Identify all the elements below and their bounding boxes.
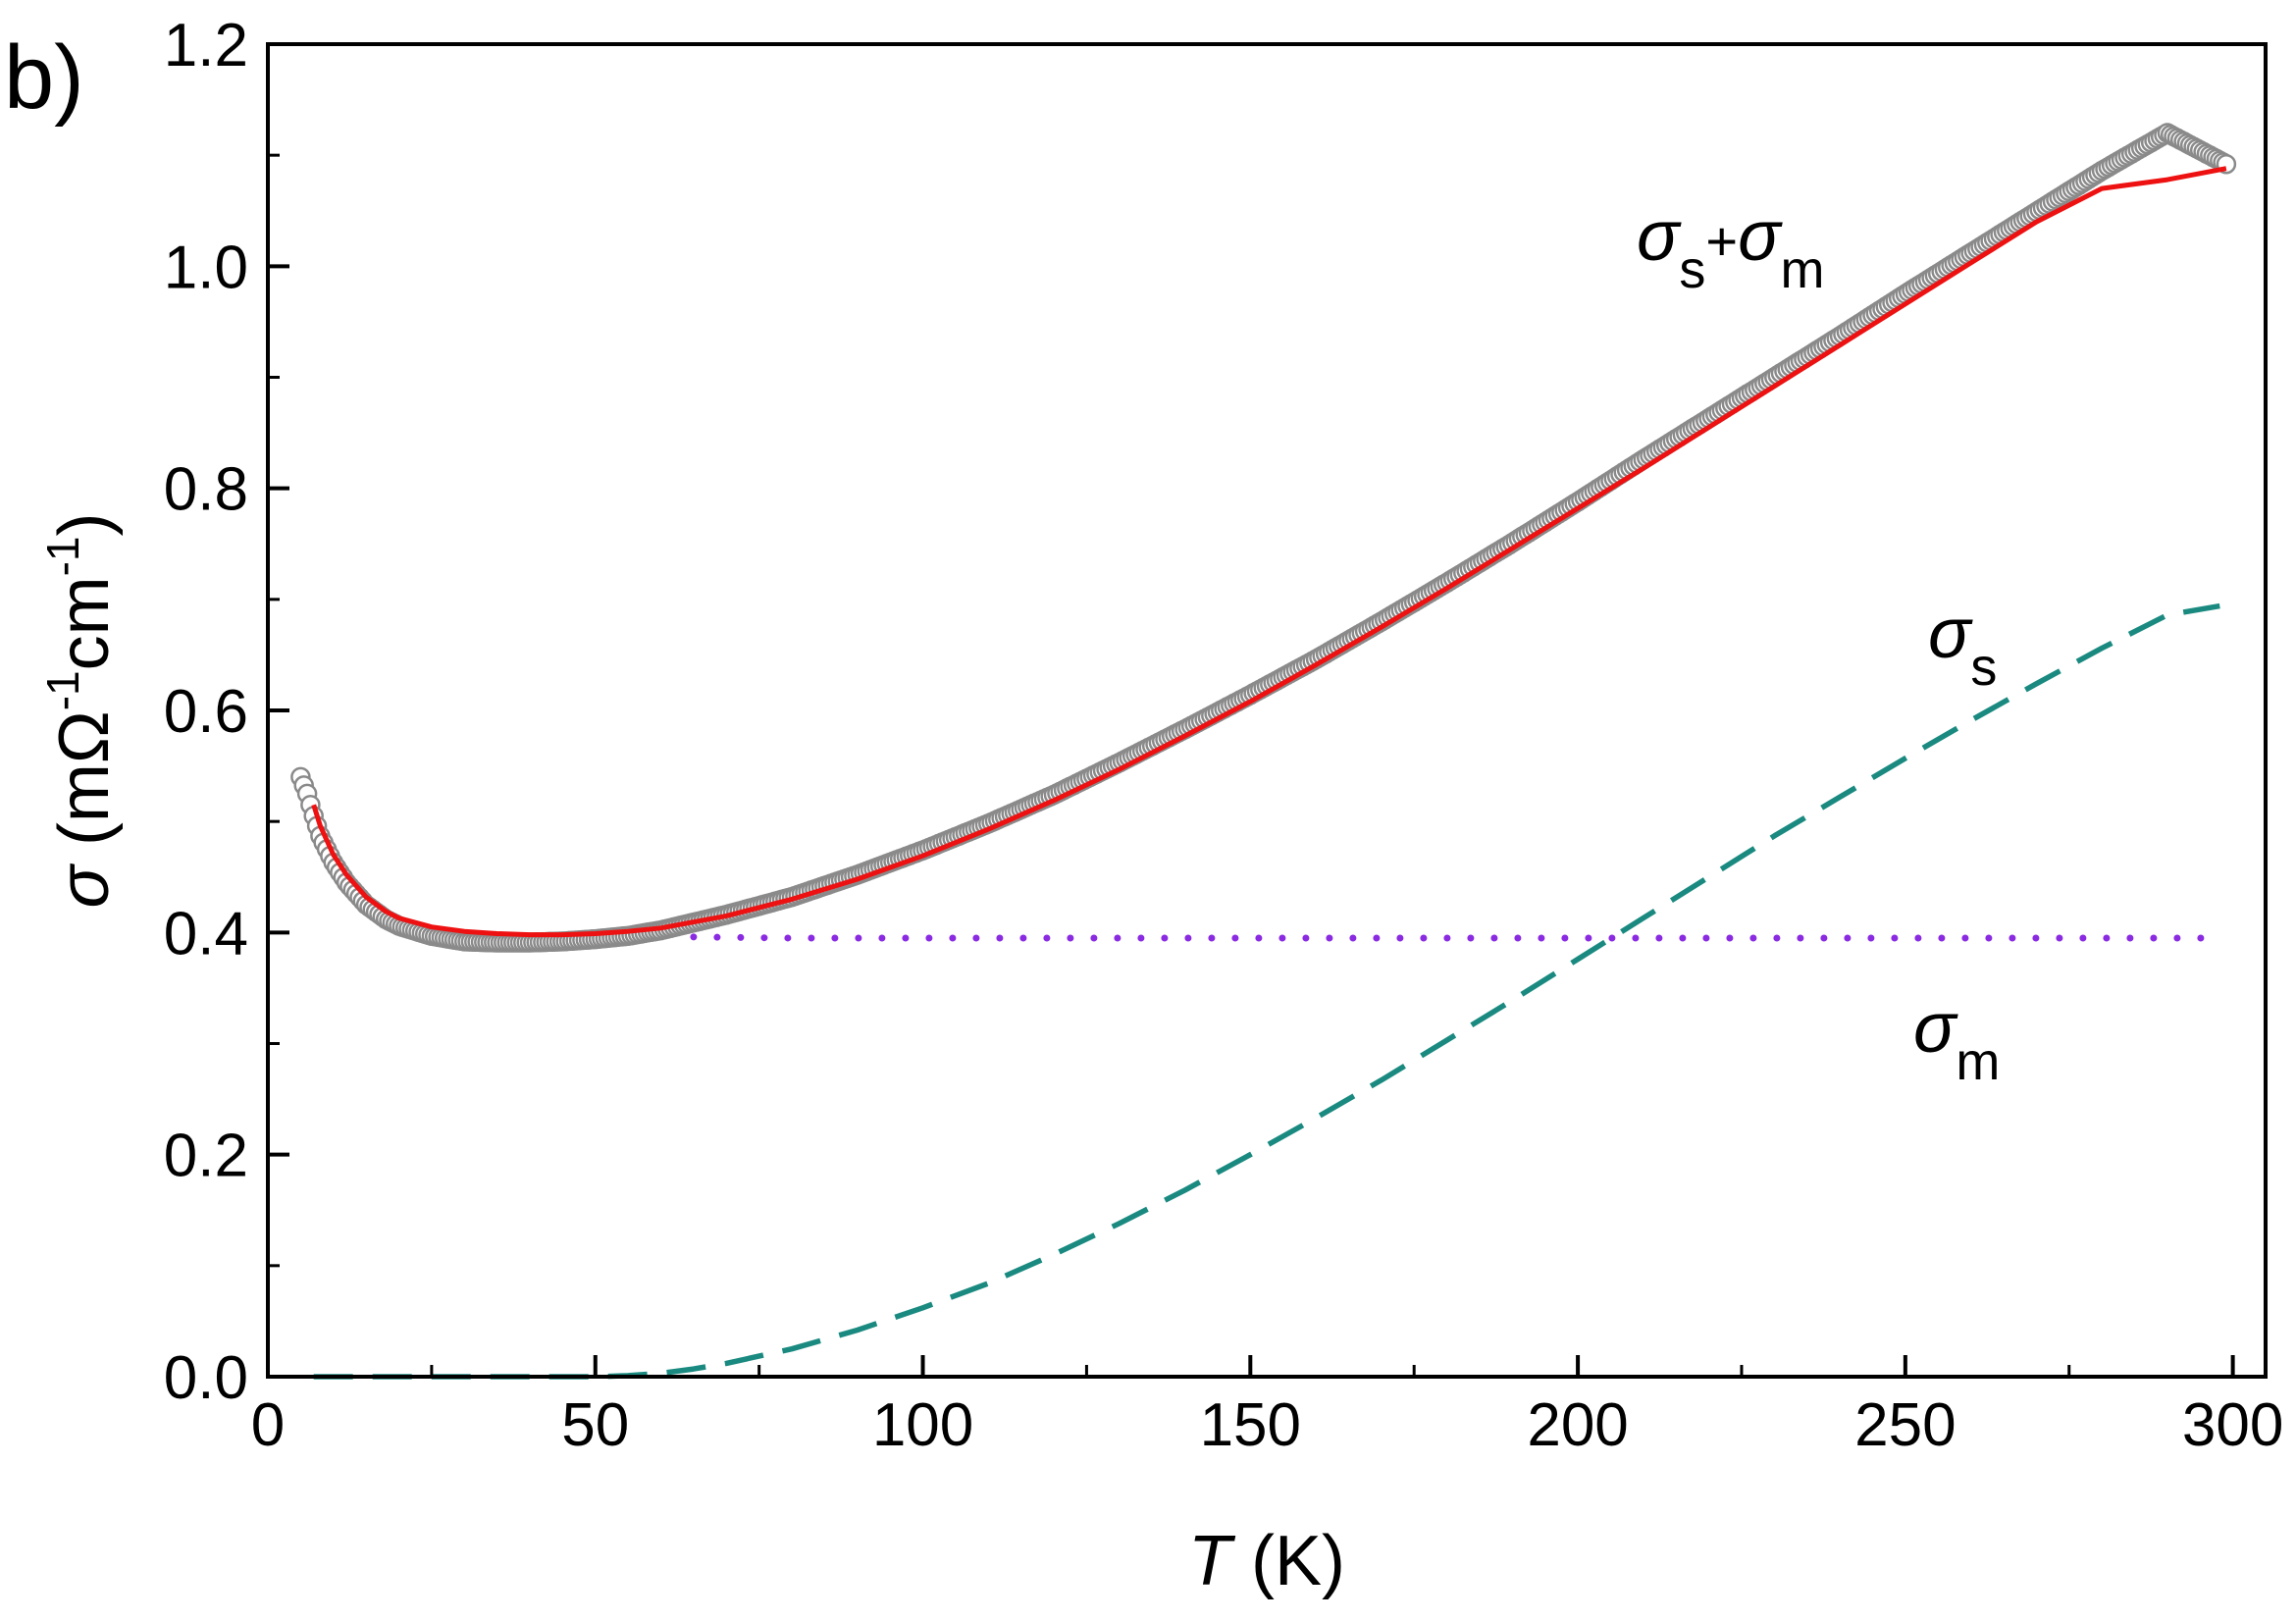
x-tick-label: 250 — [1854, 1391, 1956, 1459]
x-tick-label: 0 — [251, 1391, 285, 1459]
annotation-sum-sub-s: s — [1679, 240, 1705, 299]
annotation-s-sigma: σ — [1928, 595, 1973, 673]
y-axis-symbol: σ — [45, 863, 124, 908]
ticks-layer: 0 50 100 150 200 250 300 0.0 0.2 0.4 0.6 0.8 1.0 1.2 — [164, 12, 2284, 1459]
x-tick-label: 100 — [872, 1391, 973, 1459]
x-tick-label: 300 — [2182, 1391, 2283, 1459]
annotation-m-sub: m — [1956, 1032, 2000, 1091]
series-line--m — [690, 933, 2211, 942]
x-tick-label: 50 — [561, 1391, 629, 1459]
series-data-points — [290, 123, 2237, 953]
plot-frame — [266, 42, 2268, 1379]
y-axis-unit-mid: cm — [45, 576, 124, 670]
annotation-sum-plus: + — [1705, 210, 1738, 272]
annotation-s-sub: s — [1970, 638, 1997, 697]
x-tick-label: 200 — [1527, 1391, 1628, 1459]
y-axis-title: σ (mΩ-1cm-1) — [37, 513, 124, 909]
y-axis-sup1: -1 — [37, 670, 88, 710]
y-tick-label: 1.0 — [164, 234, 248, 301]
y-tick-label: 0.6 — [164, 678, 248, 746]
y-tick-label: 1.2 — [164, 12, 248, 79]
y-tick-label: 0.0 — [164, 1344, 248, 1412]
annotation-sum: σs+σm — [1637, 197, 1825, 299]
x-axis-title: T (K) — [1188, 1522, 1345, 1600]
x-axis-unit: (K) — [1231, 1522, 1345, 1600]
x-tick-label: 150 — [1200, 1391, 1301, 1459]
x-axis-symbol: T — [1188, 1522, 1236, 1600]
series-layer — [290, 123, 2237, 1380]
y-axis-unit-post: ) — [45, 513, 124, 537]
y-tick-label: 0.8 — [164, 456, 248, 524]
y-tick-label: 0.2 — [164, 1123, 248, 1190]
annotation-sigma-m: σm — [1913, 989, 2000, 1091]
panel-label: b) — [4, 27, 84, 128]
series-line--s-m — [311, 166, 2227, 938]
annotation-sum-sigma1: σ — [1637, 197, 1682, 276]
annotation-m-sigma: σ — [1913, 989, 1958, 1068]
y-axis-sup2: -1 — [37, 536, 88, 576]
annotation-sum-sub-m: m — [1781, 240, 1825, 299]
annotation-sum-sigma2: σ — [1738, 197, 1783, 276]
y-tick-label: 0.4 — [164, 900, 248, 968]
y-axis-unit-pre: (mΩ — [45, 710, 124, 865]
annotation-sigma-s: σs — [1928, 595, 1997, 697]
